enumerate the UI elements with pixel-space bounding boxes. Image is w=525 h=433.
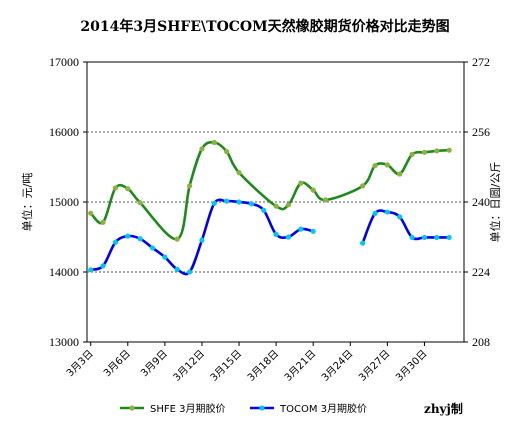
data-point-tocom: [273, 231, 279, 237]
data-point-tocom: [224, 198, 230, 204]
data-point-shfe: [236, 170, 242, 176]
data-point-shfe: [298, 180, 304, 186]
data-point-shfe: [421, 149, 428, 155]
data-point-tocom: [409, 234, 415, 241]
y-tick-left-label: 14000: [49, 265, 79, 279]
data-point-tocom: [360, 240, 366, 246]
y-tick-right-label: 224: [472, 265, 490, 279]
data-point-shfe: [137, 200, 143, 206]
data-point-tocom: [372, 210, 378, 216]
y-tick-right-label: 272: [472, 55, 490, 69]
y-tick-left-label: 17000: [49, 55, 79, 69]
data-point-shfe: [211, 139, 217, 146]
legend-shfe-label: SHFE 3月期胶价: [150, 402, 225, 415]
legend-tocom-marker: [259, 405, 265, 411]
y-tick-left-label: 13000: [49, 335, 79, 349]
data-point-shfe: [360, 183, 366, 189]
data-point-tocom: [112, 239, 119, 245]
data-point-shfe: [224, 149, 230, 155]
data-point-tocom: [310, 228, 316, 234]
data-point-tocom: [298, 226, 304, 232]
data-point-tocom: [261, 207, 267, 213]
data-point-shfe: [100, 219, 106, 225]
data-point-tocom: [248, 201, 254, 207]
data-point-tocom: [384, 209, 390, 215]
data-point-shfe: [199, 146, 205, 152]
y-tick-right-label: 208: [472, 335, 490, 349]
data-point-tocom: [88, 267, 94, 273]
y-axis-left-label: 单位：元/吨: [20, 173, 34, 232]
chart-title: 2014年3月SHFE\TOCOM天然橡胶期货价格对比走势图: [80, 18, 449, 35]
data-point-tocom: [199, 237, 205, 243]
data-point-tocom: [211, 200, 217, 206]
data-point-shfe: [310, 187, 316, 193]
data-point-tocom: [174, 266, 180, 272]
data-point-shfe: [285, 202, 292, 208]
y-tick-left-label: 16000: [49, 125, 79, 139]
data-point-tocom: [162, 254, 168, 260]
data-point-shfe: [273, 203, 279, 209]
data-point-shfe: [174, 236, 180, 242]
series-group: [88, 139, 452, 276]
data-point-shfe: [322, 197, 329, 203]
data-point-shfe: [186, 183, 193, 189]
data-point-shfe: [409, 151, 415, 157]
data-point-tocom: [285, 234, 292, 240]
data-point-tocom: [236, 199, 242, 205]
data-point-tocom: [397, 214, 403, 220]
y-tick-right-label: 240: [472, 195, 490, 209]
chart-credit: zhyj制: [424, 401, 463, 416]
data-point-shfe: [446, 147, 452, 153]
data-point-shfe: [384, 162, 390, 168]
data-point-tocom: [125, 233, 131, 239]
legend: SHFE 3月期胶价 TOCOM 3月期胶价: [120, 402, 367, 415]
legend-shfe-marker: [129, 405, 135, 411]
data-point-shfe: [434, 148, 440, 154]
y-tick-left-label: 15000: [49, 195, 79, 209]
data-point-tocom: [149, 245, 156, 251]
data-point-tocom: [137, 236, 143, 242]
data-point-shfe: [112, 185, 119, 191]
y-tick-right-label: 256: [472, 125, 490, 139]
data-point-shfe: [372, 163, 378, 169]
data-point-tocom: [100, 263, 106, 269]
data-point-tocom: [421, 234, 428, 241]
data-point-tocom: [446, 234, 452, 241]
data-point-tocom: [186, 269, 193, 275]
data-point-shfe: [397, 171, 403, 177]
gridlines: [87, 131, 464, 273]
data-point-shfe: [125, 186, 131, 192]
data-point-shfe: [88, 210, 94, 216]
y-axis-right-label: 单位：日圆/公斤: [488, 162, 502, 243]
data-point-tocom: [434, 234, 440, 241]
legend-tocom-label: TOCOM 3月期胶价: [279, 402, 367, 415]
